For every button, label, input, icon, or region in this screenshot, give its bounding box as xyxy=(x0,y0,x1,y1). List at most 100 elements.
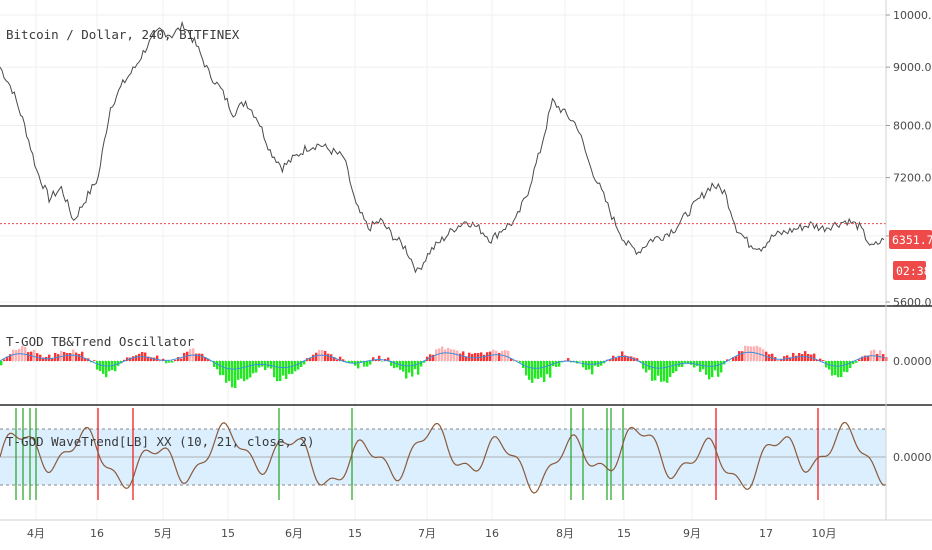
price-badge: 6351.7 xyxy=(889,230,932,249)
osc-bar xyxy=(84,358,87,361)
time-tick-label: 15 xyxy=(348,527,362,540)
osc-bar xyxy=(579,361,582,362)
osc-bar xyxy=(150,357,153,361)
wave-line xyxy=(0,421,887,494)
osc-bar xyxy=(75,352,78,361)
osc-bar xyxy=(405,361,408,379)
osc-bar xyxy=(81,351,84,361)
osc-bar xyxy=(96,361,99,370)
osc-bar xyxy=(630,356,633,361)
osc-bar xyxy=(495,350,498,361)
osc-bar xyxy=(648,361,651,370)
osc-bar xyxy=(822,360,825,361)
time-tick-label: 10月 xyxy=(812,527,837,540)
osc-bar xyxy=(660,361,663,382)
osc-bar xyxy=(381,361,384,362)
osc-bar xyxy=(801,354,804,361)
osc-bar xyxy=(684,361,687,364)
countdown-badge-background xyxy=(893,261,926,280)
osc-bar xyxy=(60,350,63,361)
osc-bar xyxy=(6,356,9,361)
osc-bar xyxy=(378,355,381,361)
osc-bar xyxy=(792,352,795,361)
osc-bar xyxy=(276,361,279,382)
osc-bar xyxy=(456,350,459,361)
osc-bar xyxy=(852,361,855,365)
osc-bar xyxy=(399,361,402,370)
wavetrend-pane[interactable]: T-GOD WaveTrend[LB] XX (10, 21, close, 2… xyxy=(0,408,887,500)
osc-bar xyxy=(0,361,3,366)
osc-bar xyxy=(180,358,183,361)
osc-bar xyxy=(303,361,306,365)
osc-bar xyxy=(309,357,312,361)
osc-bar xyxy=(297,361,300,370)
osc-bar xyxy=(846,361,849,373)
osc-bar xyxy=(597,361,600,367)
osc-bar xyxy=(330,354,333,361)
osc-bar xyxy=(483,354,486,361)
osc-bar xyxy=(681,361,684,367)
osc-bar xyxy=(345,361,348,362)
osc-bar xyxy=(420,361,423,367)
osc-bar xyxy=(177,357,180,361)
osc-bar xyxy=(126,357,129,361)
osc-bar xyxy=(651,361,654,381)
osc-bar xyxy=(705,361,708,375)
time-tick-label: 15 xyxy=(617,527,631,540)
osc-bar xyxy=(390,361,393,366)
osc-bar xyxy=(615,358,618,361)
osc-bar xyxy=(30,351,33,361)
osc-bar xyxy=(669,361,672,377)
osc-bar xyxy=(48,354,51,361)
osc-bar xyxy=(213,361,216,367)
osc-bar xyxy=(861,356,864,361)
osc-bar xyxy=(129,357,132,361)
osc-bar xyxy=(204,357,207,361)
time-axis[interactable]: 4月 16 5月 15 6月 15 7月 16 8月 15 9月 17 10月 xyxy=(27,527,837,540)
osc-bar xyxy=(543,361,546,382)
osc-bar xyxy=(270,361,273,369)
osc-bar xyxy=(99,361,102,372)
osc-bar xyxy=(528,361,531,380)
osc-bar xyxy=(249,361,252,378)
osc-bar xyxy=(618,355,621,361)
price-badge-background xyxy=(889,230,932,249)
price-series-line xyxy=(0,20,885,274)
osc-bar xyxy=(357,361,360,369)
osc-bar xyxy=(228,361,231,381)
price-tick-label: 10000.0 xyxy=(893,9,932,22)
osc-bar xyxy=(747,346,750,361)
osc-bar xyxy=(54,352,57,361)
price-tick-label: 9000.0 xyxy=(893,61,932,74)
osc-bar xyxy=(708,361,711,380)
osc-bar xyxy=(711,361,714,378)
osc-bar xyxy=(777,360,780,361)
osc-bar xyxy=(423,361,426,363)
osc-bar xyxy=(78,354,81,361)
osc-bar xyxy=(510,358,513,361)
oscillator-pane[interactable]: T-GOD TB&Trend Oscillator xyxy=(0,334,888,388)
time-tick-label: 7月 xyxy=(418,527,436,540)
price-pane[interactable]: Bitcoin / Dollar, 240, BITFINEX xyxy=(0,20,886,274)
osc-bar xyxy=(63,352,66,361)
osc-bar xyxy=(264,361,267,371)
osc-bar xyxy=(402,361,405,372)
osc-bar xyxy=(831,361,834,376)
osc-zero-tick: 0.0000 xyxy=(893,355,932,368)
wave-zero-tick: 0.0000 xyxy=(893,451,932,464)
osc-bar xyxy=(588,361,591,370)
osc-bar xyxy=(666,361,669,383)
osc-bar xyxy=(555,361,558,367)
osc-bar xyxy=(795,355,798,361)
osc-bar xyxy=(687,361,690,364)
osc-bar xyxy=(138,353,141,361)
osc-bar xyxy=(3,359,6,361)
main-pane-title: Bitcoin / Dollar, 240, BITFINEX xyxy=(6,27,240,42)
price-tick-label: 5600.0 xyxy=(893,296,932,309)
osc-bar xyxy=(375,360,378,361)
osc-bar xyxy=(246,361,249,380)
osc-bar xyxy=(336,359,339,361)
osc-bar xyxy=(135,355,138,361)
osc-bar xyxy=(876,353,879,361)
